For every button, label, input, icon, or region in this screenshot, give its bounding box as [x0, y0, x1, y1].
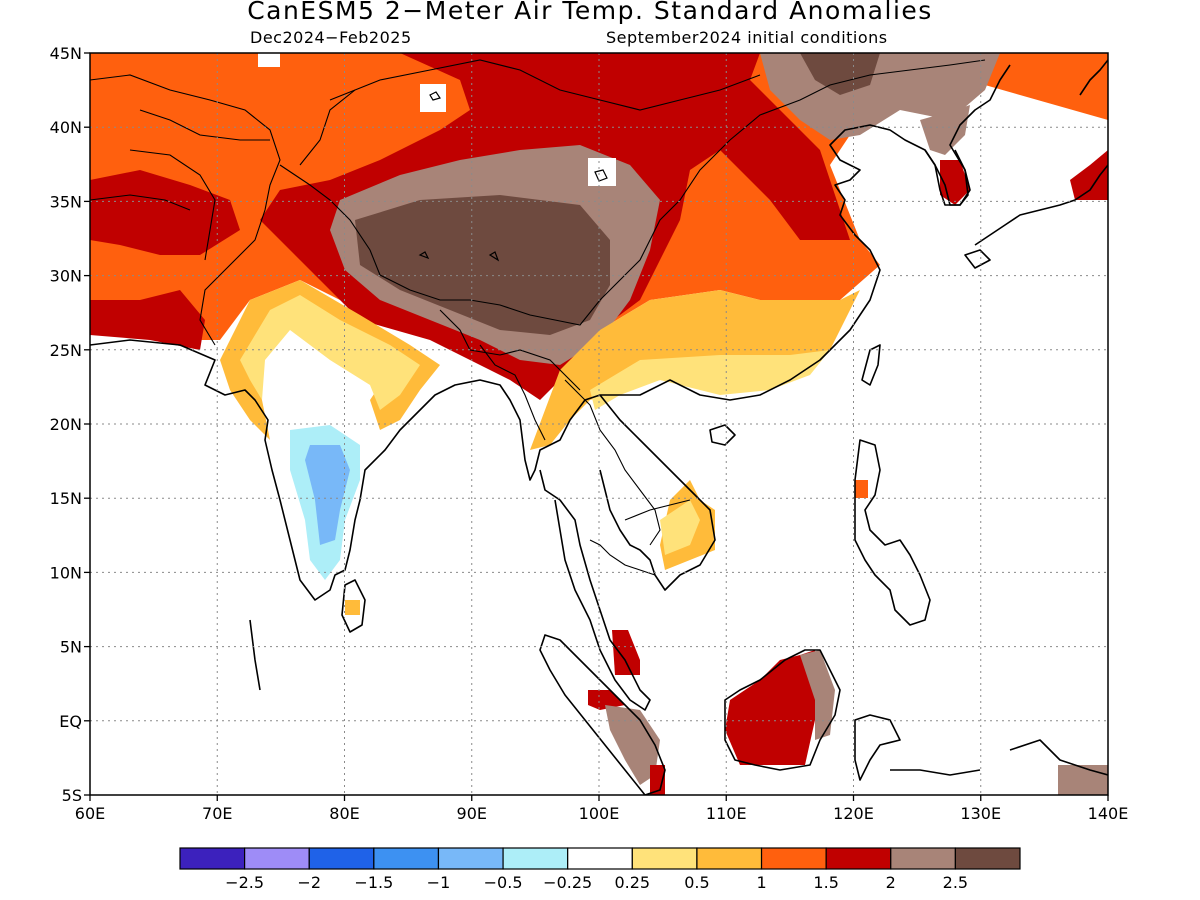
anomaly-region-1.5to2-sumatra — [588, 690, 625, 710]
anomaly-region-1.5to2-japan — [1070, 150, 1108, 200]
legend-swatch — [760, 847, 827, 870]
legend-colorbar: −2.5 −2 −1.5 −1 −0.5 −0.25 0.25 0.5 1 1.5 2 2.5 — [179, 847, 1021, 892]
lat-tick-label: EQ — [59, 712, 82, 731]
lat-tick-label: 45N — [50, 44, 82, 63]
legend-swatch — [502, 847, 569, 870]
missing-data-cell — [420, 84, 446, 112]
lat-tick-label: 15N — [50, 489, 82, 508]
map-title: CanESM5 2−Meter Air Temp. Standard Anoma… — [247, 0, 933, 25]
legend-swatch — [825, 847, 892, 870]
anomaly-region-1to1.5-philippines — [855, 480, 868, 498]
lon-tick-label: 90E — [457, 804, 487, 823]
borders-layer — [90, 59, 986, 576]
legend-label: 0.25 — [614, 873, 650, 892]
legend-label: −2.5 — [225, 873, 264, 892]
anomaly-region-2.5plus-tibet — [355, 195, 610, 335]
lon-tick-label: 100E — [579, 804, 620, 823]
legend-label: −1.5 — [354, 873, 393, 892]
lat-tick-label: 10N — [50, 563, 82, 582]
lon-tick-label: 70E — [202, 804, 232, 823]
legend-swatch — [631, 847, 698, 870]
anomaly-region-0.25to0.5-indochina — [660, 500, 700, 555]
legend-swatch — [890, 847, 956, 870]
legend-label: 2.5 — [943, 873, 968, 892]
anomaly-region-1.5to2-malaya — [612, 630, 640, 675]
anomaly-region-2to2.5-sumatra — [605, 705, 660, 785]
legend-swatch — [244, 847, 310, 870]
anomaly-region-0.5to1-srilanka — [345, 600, 360, 615]
lon-tick-label: 130E — [960, 804, 1001, 823]
anomaly-region-2.5plus-mongolia — [800, 53, 880, 95]
lon-tick-label: 60E — [75, 804, 105, 823]
legend-label: 1.5 — [813, 873, 838, 892]
lake-markers — [418, 91, 608, 262]
legend-swatch — [696, 847, 763, 870]
legend-swatch — [954, 847, 1021, 870]
anomaly-region-1.5to2-west — [90, 170, 240, 255]
anomaly-region-neg0.5to1-india — [305, 445, 350, 545]
legend-swatch — [373, 847, 440, 870]
lon-tick-label: 120E — [833, 804, 874, 823]
legend-swatch — [437, 847, 504, 870]
legend-swatch — [308, 847, 375, 870]
lat-tick-label: 5N — [60, 638, 82, 657]
lon-tick-label: 140E — [1088, 804, 1129, 823]
legend-label: −1 — [427, 873, 451, 892]
lat-tick-label: 25N — [50, 341, 82, 360]
axis-ticks-layer: 60E 70E 80E 90E 100E 110E 120E 130E 140E 45N 40N 35… — [50, 44, 1129, 823]
legend-label: −0.5 — [484, 873, 523, 892]
legend-swatch — [179, 847, 246, 870]
legend-swatch — [567, 847, 633, 870]
lat-tick-label: 5S — [62, 786, 82, 805]
anomaly-region-0.25to0.5-india — [240, 295, 420, 410]
legend-label: −0.25 — [543, 873, 592, 892]
legend-label: −2 — [297, 873, 321, 892]
legend-label: 0.5 — [684, 873, 709, 892]
legend-label: 1 — [756, 873, 766, 892]
anomaly-region-1.5to2-iran — [90, 290, 205, 350]
lat-tick-label: 40N — [50, 118, 82, 137]
lon-tick-label: 80E — [329, 804, 359, 823]
lat-tick-label: 30N — [50, 267, 82, 286]
initial-conditions: September2024 initial conditions — [606, 28, 888, 47]
anomaly-region-0.25to0.5-south-china — [590, 350, 830, 410]
legend-label: 2 — [886, 873, 896, 892]
missing-data-cell — [588, 158, 616, 186]
lon-tick-label: 110E — [706, 804, 747, 823]
anomaly-region-2to2.5-newguinea — [1058, 765, 1108, 795]
coastlines-layer — [90, 59, 1108, 795]
anomaly-region-2to2.5-korea — [920, 105, 970, 155]
gridlines — [90, 53, 1108, 795]
lat-tick-label: 35N — [50, 192, 82, 211]
missing-data-cell — [258, 53, 280, 67]
lat-tick-label: 20N — [50, 415, 82, 434]
forecast-period: Dec2024−Feb2025 — [250, 28, 412, 47]
anomaly-region-2to2.5-borneo — [800, 650, 835, 740]
anomaly-region-1.5to2-borneo — [725, 650, 820, 765]
